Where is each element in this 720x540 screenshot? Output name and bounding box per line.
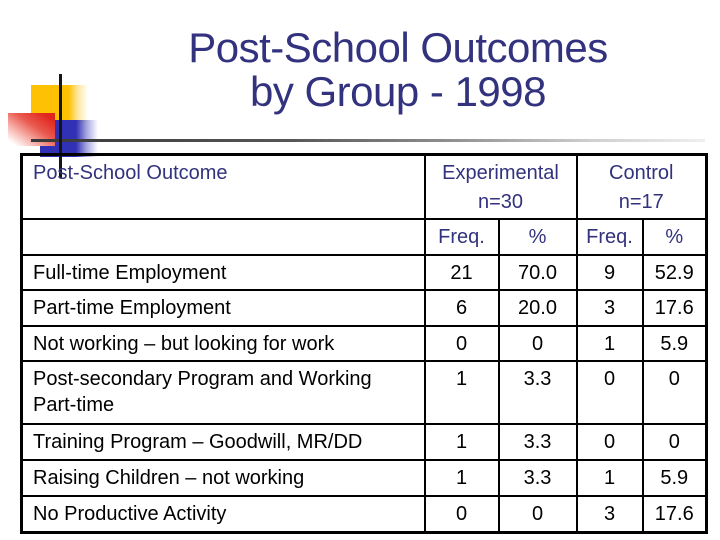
outcome-cell: Raising Children – not working — [20, 459, 426, 497]
ctrl-pct-cell: 52.9 — [641, 254, 708, 291]
table-header-row-groups: Post-School Outcome Experimental n=30 Co… — [20, 153, 708, 220]
exp-pct-cell: 3.3 — [497, 360, 578, 425]
exp-pct-cell: 70.0 — [497, 254, 578, 291]
table-header-row-stats: Freq. % Freq. % — [20, 218, 708, 256]
outcome-cell: Post-secondary Program and Working Part-… — [20, 360, 426, 425]
ctrl-freq-cell: 0 — [575, 423, 644, 461]
ctrl-pct-cell: 5.9 — [641, 459, 708, 497]
exp-pct-cell: 3.3 — [497, 423, 578, 461]
exp-freq-cell: 0 — [423, 325, 500, 362]
table-row: Post-secondary Program and Working Part-… — [20, 360, 708, 425]
accent-vertical-line — [59, 74, 62, 178]
ctrl-freq-cell: 1 — [575, 325, 644, 362]
ctrl-freq-cell: 9 — [575, 254, 644, 291]
exp-freq-cell: 1 — [423, 423, 500, 461]
group-n: n=17 — [618, 191, 664, 213]
stat-header-ctrl-freq: Freq. — [575, 218, 644, 256]
outcome-cell: Full-time Employment — [20, 254, 426, 291]
group-label: Control — [609, 162, 674, 184]
group-header-control: Control n=17 — [575, 153, 708, 220]
exp-freq-cell: 1 — [423, 360, 500, 425]
table-row: Raising Children – not working 1 3.3 1 5… — [20, 459, 708, 497]
exp-pct-cell: 20.0 — [497, 289, 578, 327]
ctrl-pct-cell: 17.6 — [641, 289, 708, 327]
slide-title: Post-School Outcomes by Group - 1998 — [90, 26, 706, 114]
empty-header-cell — [20, 218, 426, 256]
ctrl-freq-cell: 3 — [575, 289, 644, 327]
table-row: Not working – but looking for work 0 0 1… — [20, 325, 708, 362]
slide-title-line2: by Group - 1998 — [249, 68, 547, 115]
slide-title-line1: Post-School Outcomes — [188, 24, 608, 71]
exp-freq-cell: 21 — [423, 254, 500, 291]
title-divider-rule — [31, 139, 705, 142]
outcome-cell: Part-time Employment — [20, 289, 426, 327]
group-label: Experimental — [442, 162, 559, 184]
ctrl-pct-cell: 0 — [641, 423, 708, 461]
exp-freq-cell: 6 — [423, 289, 500, 327]
table-row: No Productive Activity 0 0 3 17.6 — [20, 495, 708, 533]
ctrl-freq-cell: 3 — [575, 495, 644, 533]
exp-freq-cell: 0 — [423, 495, 500, 533]
exp-pct-cell: 0 — [497, 325, 578, 362]
outcome-cell: No Productive Activity — [20, 495, 426, 533]
ctrl-pct-cell: 0 — [641, 360, 708, 425]
table-row: Training Program – Goodwill, MR/DD 1 3.3… — [20, 423, 708, 461]
outcome-cell: Training Program – Goodwill, MR/DD — [20, 423, 426, 461]
table-row: Full-time Employment 21 70.0 9 52.9 — [20, 254, 708, 291]
exp-pct-cell: 0 — [497, 495, 578, 533]
stat-header-exp-pct: % — [497, 218, 578, 256]
ctrl-pct-cell: 17.6 — [641, 495, 708, 533]
group-header-experimental: Experimental n=30 — [423, 153, 578, 220]
ctrl-pct-cell: 5.9 — [641, 325, 708, 362]
ctrl-freq-cell: 1 — [575, 459, 644, 497]
stat-header-exp-freq: Freq. — [423, 218, 500, 256]
outcome-cell: Not working – but looking for work — [20, 325, 426, 362]
table-row: Part-time Employment 6 20.0 3 17.6 — [20, 289, 708, 327]
ctrl-freq-cell: 0 — [575, 360, 644, 425]
outcomes-table: Post-School Outcome Experimental n=30 Co… — [20, 153, 709, 534]
exp-pct-cell: 3.3 — [497, 459, 578, 497]
exp-freq-cell: 1 — [423, 459, 500, 497]
group-n: n=30 — [477, 191, 524, 213]
stat-header-ctrl-pct: % — [641, 218, 708, 256]
outcome-column-header: Post-School Outcome — [20, 153, 426, 220]
